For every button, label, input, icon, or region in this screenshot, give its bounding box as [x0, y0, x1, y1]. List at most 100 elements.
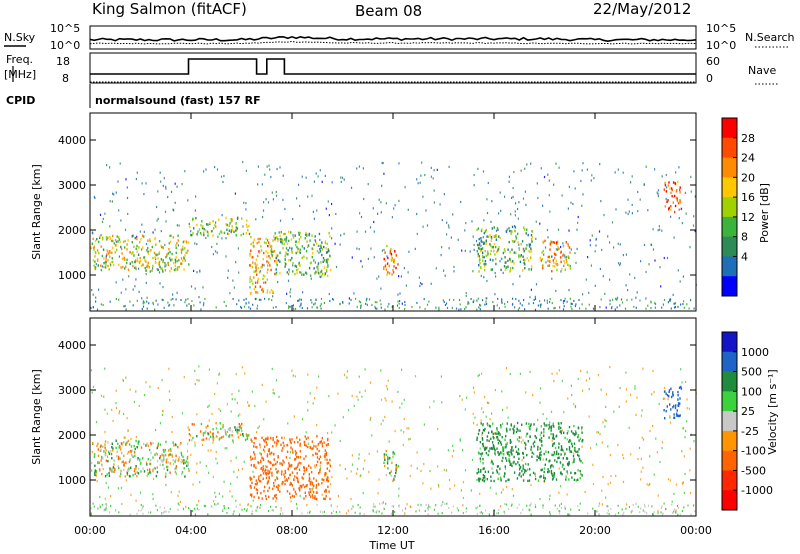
power-data-cell	[269, 264, 271, 267]
velocity-speckle-cell	[159, 422, 162, 425]
velocity-speckle-cell	[451, 455, 453, 458]
power-speckle-cell	[95, 263, 97, 266]
velocity-data-cell	[165, 459, 168, 462]
power-speckle-cell	[221, 237, 223, 240]
velocity-data-cell	[677, 402, 680, 405]
velocity-data-cell	[123, 454, 125, 458]
power-speckle-cell	[591, 174, 593, 177]
velocity-ground-cell	[441, 512, 443, 515]
power-data-cell	[528, 243, 530, 246]
velocity-ground-cell	[142, 512, 144, 515]
velocity-ground-cell	[222, 510, 224, 512]
velocity-data-cell	[205, 426, 207, 429]
power-speckle-cell	[340, 176, 342, 179]
velocity-data-cell	[235, 428, 237, 432]
power-speckle-cell	[95, 296, 97, 299]
power-data-cell	[211, 229, 213, 233]
power-ground-cell	[453, 298, 455, 301]
velocity-data-cell	[511, 464, 513, 468]
velocity-data-cell	[479, 441, 482, 444]
velocity-ground-cell	[446, 502, 448, 505]
power-ground-cell	[175, 298, 177, 301]
power-data-cell	[105, 257, 107, 260]
velocity-speckle-cell	[102, 468, 104, 471]
velocity-speckle-cell	[311, 489, 313, 492]
power-speckle-cell	[384, 308, 386, 311]
power-data-cell	[147, 239, 149, 242]
velocity-data-cell	[565, 475, 567, 478]
power-ground-cell	[534, 308, 537, 311]
velocity-data-cell	[568, 425, 571, 429]
velocity-data-cell	[207, 424, 209, 428]
velocity-ground-cell	[251, 512, 253, 515]
power-data-cell	[531, 230, 533, 233]
freq-series-line	[90, 58, 696, 75]
power-speckle-cell	[315, 298, 317, 301]
velocity-data-cell	[571, 442, 573, 445]
velocity-data-cell	[245, 433, 248, 436]
power-data-cell	[221, 231, 223, 234]
velocity-data-cell	[267, 469, 269, 472]
velocity-speckle-cell	[135, 390, 137, 393]
velocity-ground-cell	[193, 507, 196, 510]
power-data-cell	[252, 241, 254, 244]
power-data-cell	[674, 194, 676, 198]
power-speckle-cell	[132, 288, 134, 291]
power-data-cell	[514, 239, 517, 243]
power-speckle-cell	[115, 281, 117, 284]
date-title: 22/May/2012	[593, 0, 691, 18]
velocity-data-cell	[146, 463, 148, 466]
power-data-cell	[236, 228, 238, 232]
power-speckle-cell	[381, 184, 383, 187]
power-data-cell	[549, 242, 552, 245]
power-data-cell	[301, 273, 303, 276]
power-speckle-cell	[486, 212, 489, 215]
velocity-ground-cell	[250, 505, 252, 508]
velocity-speckle-cell	[146, 474, 148, 478]
velocity-speckle-cell	[171, 430, 173, 434]
velocity-speckle-cell	[680, 368, 682, 371]
power-data-cell	[226, 228, 228, 231]
velocity-data-cell	[492, 444, 495, 447]
power-data-cell	[114, 251, 116, 254]
power-ground-cell	[686, 303, 688, 306]
power-speckle-cell	[263, 264, 265, 267]
velocity-data-cell	[516, 427, 518, 430]
velocity-speckle-cell	[499, 505, 502, 508]
velocity-data-cell	[511, 453, 513, 456]
power-speckle-cell	[639, 198, 641, 201]
velocity-speckle-cell	[669, 415, 671, 418]
velocity-data-cell	[267, 460, 270, 463]
power-data-cell	[490, 235, 493, 239]
power-data-cell	[485, 254, 487, 257]
velocity-data-cell	[554, 453, 556, 456]
velocity-data-cell	[552, 474, 554, 477]
velocity-data-cell	[482, 462, 484, 465]
velocity-data-cell	[100, 448, 102, 451]
power-data-cell	[482, 242, 485, 245]
velocity-data-cell	[288, 462, 290, 465]
power-ground-cell	[223, 300, 225, 303]
power-data-cell	[518, 255, 520, 259]
power-speckle-cell	[624, 307, 627, 310]
velocity-data-cell	[522, 456, 525, 459]
power-data-cell	[324, 240, 327, 243]
noise-right-bottom-tick: 10^0	[706, 39, 736, 52]
power-speckle-cell	[677, 269, 679, 272]
velocity-data-cell	[318, 458, 320, 461]
power-speckle-cell	[96, 308, 99, 311]
velocity-ground-cell	[564, 507, 566, 510]
power-speckle-cell	[285, 302, 287, 305]
velocity-data-cell	[199, 430, 202, 433]
velocity-ground-cell	[246, 509, 248, 512]
velocity-speckle-cell	[169, 508, 171, 511]
velocity-ground-cell	[623, 511, 625, 514]
power-speckle-cell	[124, 228, 127, 231]
velocity-data-cell	[552, 423, 554, 427]
velocity-data-cell	[105, 459, 108, 462]
velocity-speckle-cell	[331, 431, 333, 434]
velocity-speckle-cell	[259, 446, 261, 449]
velocity-data-cell	[540, 450, 542, 453]
power-data-cell	[568, 256, 570, 259]
velocity-data-cell	[136, 458, 139, 461]
